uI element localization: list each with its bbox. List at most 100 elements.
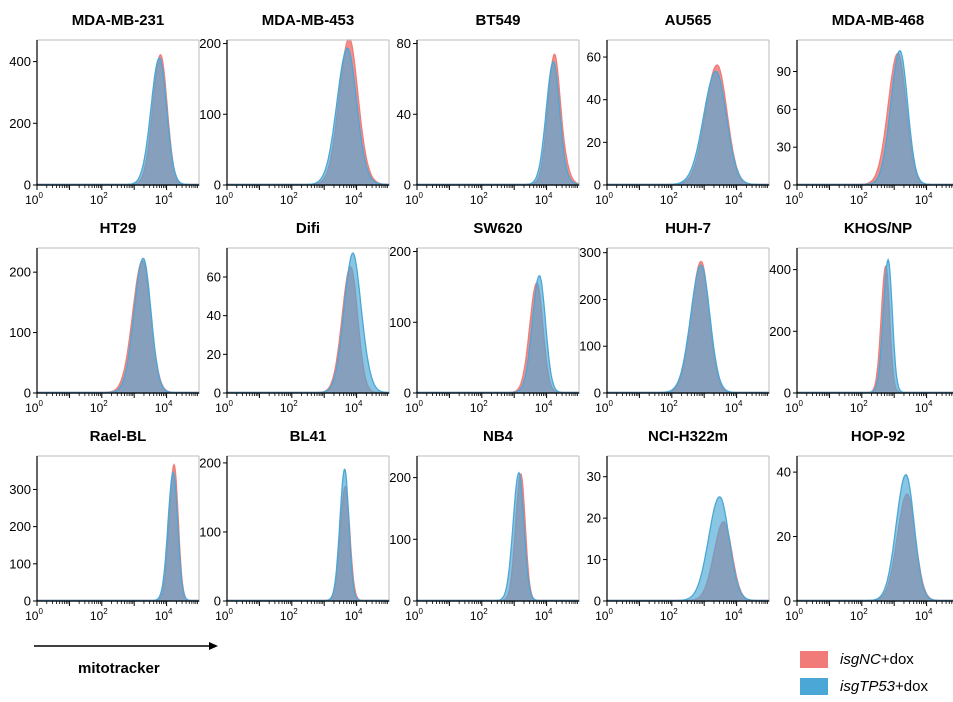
y-tick-label: 0 (594, 178, 601, 193)
y-tick-label: 0 (214, 178, 221, 193)
y-tick-label: 40 (397, 107, 411, 122)
histogram-isgnc (606, 64, 770, 186)
histogram-panel: BT549 0 40 80 100 102 104 (397, 12, 580, 207)
panel-title: BL41 (290, 428, 327, 445)
y-tick-label: 40 (207, 308, 221, 323)
panel-title: NB4 (483, 428, 514, 445)
x-tick-label: 104 (535, 191, 553, 207)
y-tick-label: 20 (587, 135, 601, 150)
y-tick-label: 200 (199, 455, 221, 470)
y-tick-label: 200 (9, 116, 31, 131)
x-tick-label: 102 (470, 191, 488, 207)
x-tick-label: 102 (280, 399, 298, 415)
panel-title: MDA-MB-453 (262, 12, 355, 29)
histogram-isgnc (36, 53, 200, 186)
y-tick-label: 200 (9, 519, 31, 534)
histogram-isgnc (606, 521, 770, 602)
x-axis-label: mitotracker (78, 660, 160, 677)
x-tick-label: 102 (90, 607, 108, 623)
panel-title: HOP-92 (851, 428, 905, 445)
x-tick-label: 104 (725, 607, 743, 623)
y-tick-label: 100 (9, 325, 31, 340)
y-tick-label: 0 (24, 386, 31, 401)
y-tick-label: 200 (9, 265, 31, 280)
x-tick-label: 100 (785, 191, 803, 207)
y-tick-label: 0 (784, 594, 791, 609)
histogram-isgtp53 (796, 50, 953, 186)
x-tick-label: 104 (155, 399, 173, 415)
histogram-isgtp53 (606, 496, 770, 602)
legend-swatch-isgtp53 (800, 678, 828, 695)
x-tick-label: 102 (470, 607, 488, 623)
legend-label-isgnc: isgNC+dox (840, 651, 914, 668)
x-tick-label: 100 (785, 607, 803, 623)
x-tick-label: 104 (915, 399, 933, 415)
histogram-panel: NCI-H322m 0 10 20 30 100 102 104 (587, 428, 770, 623)
x-tick-label: 104 (345, 607, 363, 623)
x-tick-label: 100 (215, 399, 233, 415)
x-tick-label: 104 (345, 191, 363, 207)
y-tick-label: 0 (24, 594, 31, 609)
x-tick-label: 100 (405, 399, 423, 415)
x-tick-label: 100 (25, 191, 43, 207)
panel-title: MDA-MB-231 (72, 12, 165, 29)
panel-title: MDA-MB-468 (832, 12, 925, 29)
legend: isgNC+dox isgTP53+dox (800, 648, 928, 702)
x-tick-label: 100 (595, 607, 613, 623)
y-tick-label: 100 (389, 532, 411, 547)
x-tick-label: 102 (470, 399, 488, 415)
y-tick-label: 200 (769, 324, 791, 339)
histogram-isgtp53 (36, 57, 200, 186)
y-tick-label: 0 (784, 178, 791, 193)
panel-title: KHOS/NP (844, 220, 912, 237)
y-tick-label: 200 (579, 292, 601, 307)
histogram-isgtp53 (36, 470, 200, 602)
y-tick-label: 100 (9, 556, 31, 571)
histogram-panel: MDA-MB-468 0 30 60 90 100 102 104 (777, 12, 953, 207)
x-tick-label: 100 (25, 607, 43, 623)
histogram-isgtp53 (606, 70, 770, 186)
x-tick-label: 104 (915, 191, 933, 207)
x-tick-label: 102 (850, 607, 868, 623)
panel-title: NCI-H322m (648, 428, 728, 445)
histogram-isgtp53 (796, 258, 953, 394)
histogram-isgnc (36, 259, 200, 394)
y-tick-label: 300 (9, 482, 31, 497)
x-tick-label: 100 (25, 399, 43, 415)
x-tick-label: 102 (90, 191, 108, 207)
panel-title: HT29 (100, 220, 137, 237)
x-tick-label: 104 (155, 607, 173, 623)
x-tick-label: 100 (215, 607, 233, 623)
panel-title: Rael-BL (90, 428, 147, 445)
y-tick-label: 20 (587, 511, 601, 526)
x-tick-label: 100 (785, 399, 803, 415)
x-tick-label: 102 (850, 399, 868, 415)
y-tick-label: 200 (389, 244, 411, 259)
legend-swatch-isgnc (800, 651, 828, 668)
x-tick-label: 102 (280, 607, 298, 623)
y-tick-label: 60 (587, 50, 601, 65)
histogram-isgtp53 (226, 468, 390, 602)
y-tick-label: 80 (397, 36, 411, 51)
y-tick-label: 0 (404, 594, 411, 609)
y-tick-label: 40 (587, 92, 601, 107)
y-tick-label: 100 (199, 524, 221, 539)
y-tick-label: 300 (579, 245, 601, 260)
y-tick-label: 400 (9, 54, 31, 69)
x-tick-label: 102 (660, 399, 678, 415)
histogram-isgtp53 (226, 47, 390, 186)
histogram-isgtp53 (416, 60, 580, 186)
x-tick-label: 104 (915, 607, 933, 623)
x-tick-label: 104 (345, 399, 363, 415)
histogram-isgtp53 (606, 264, 770, 394)
y-tick-label: 0 (404, 386, 411, 401)
y-tick-label: 100 (579, 339, 601, 354)
legend-item-isgnc: isgNC+dox (800, 648, 928, 671)
y-tick-label: 200 (389, 470, 411, 485)
y-tick-label: 0 (24, 178, 31, 193)
